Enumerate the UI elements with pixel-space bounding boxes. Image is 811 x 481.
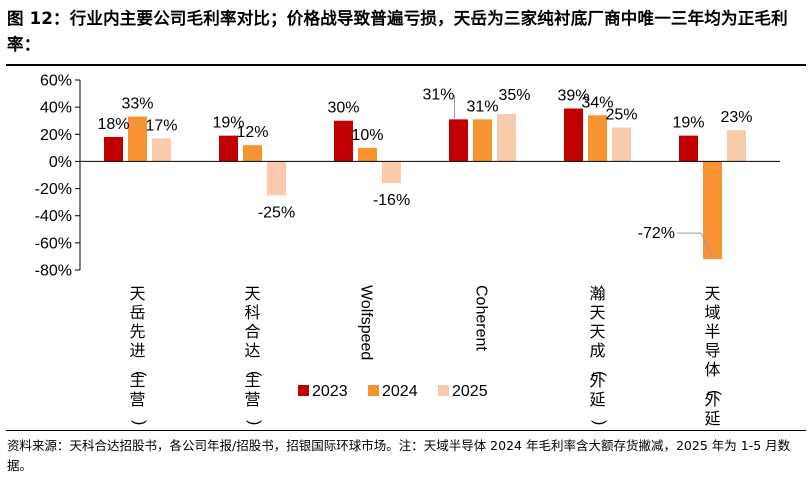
bar-2024-0 — [128, 116, 147, 162]
y-tick-label: 40% — [40, 100, 72, 117]
bar-2023-1 — [219, 135, 238, 162]
y-tick-label: -60% — [35, 235, 72, 252]
source-note: 资料来源：天科合达招股书，各公司年报/招股书，招银国际环球市场。注：天域半导体 … — [7, 438, 791, 473]
category-label-0: 天岳先进(主营) — [129, 286, 147, 425]
category-labels: 天岳先进(主营) 天科合达(主营) Wolfspeed Coherent 瀚天天成(外延… — [129, 285, 722, 430]
bar-2023-0 — [104, 137, 123, 162]
data-label-2023-1: 19% — [212, 115, 244, 132]
legend-label-2024: 2024 — [382, 383, 418, 400]
bar-2023-3 — [449, 119, 468, 162]
y-axis: 60% 40% 20% 0% -20% -40% -60% -80% — [35, 73, 81, 280]
data-label-2023-5: 19% — [672, 115, 704, 132]
leader-line — [700, 232, 713, 258]
bar-2025-1 — [267, 161, 286, 196]
category-label-2: Wolfspeed — [358, 285, 375, 360]
bar-2023-5 — [679, 135, 698, 162]
bar-marks — [104, 108, 746, 260]
category-label-5: 天域半导体(外延) — [704, 286, 722, 430]
y-tick-label: -20% — [35, 181, 72, 198]
bar-2024-3 — [473, 119, 492, 162]
category-label-4: 瀚天天成(外延) — [589, 285, 607, 425]
legend-label-2023: 2023 — [312, 383, 348, 400]
y-tick-label: 20% — [40, 127, 72, 144]
data-label-2024-2: 10% — [351, 127, 383, 144]
bar-2024-5 — [703, 161, 722, 260]
category-label-3: Coherent — [473, 285, 490, 351]
data-label-2023-2: 30% — [327, 100, 359, 117]
bar-2025-3 — [497, 113, 516, 162]
data-label-2024-0: 33% — [121, 96, 153, 113]
data-label-2024-1: 12% — [236, 124, 268, 141]
y-tick-label: 60% — [40, 73, 72, 90]
data-labels: 18%33%17% 19%12%-25%30%10%-16%31%31%35% 39… — [97, 86, 753, 258]
legend-label-2025: 2025 — [452, 383, 488, 400]
data-label-2025-5: 23% — [720, 109, 752, 126]
data-label-2025-1: -25% — [258, 204, 295, 221]
data-label-2023-0: 18% — [97, 116, 129, 133]
bar-2024-4 — [588, 115, 607, 162]
bar-2024-2 — [358, 147, 377, 162]
legend-swatch-2025 — [438, 385, 449, 396]
legend-swatch-2023 — [298, 385, 309, 396]
bar-2024-1 — [243, 145, 262, 162]
data-label-2025-4: 25% — [605, 107, 637, 124]
data-label-2024-3: 31% — [466, 98, 498, 115]
data-label-2023-3: 31% — [422, 86, 454, 103]
data-label-2025-0: 17% — [145, 117, 177, 134]
bar-2025-0 — [152, 138, 171, 162]
figure-title: 图 12：行业内主要公司毛利率对比；价格战导致普遍亏损，天岳为三家纯衬底厂商中唯… — [7, 9, 788, 54]
data-label-2024-5: -72% — [638, 225, 675, 242]
data-label-2024-4: 34% — [581, 94, 613, 111]
data-label-2023-4: 39% — [557, 88, 589, 105]
y-tick-label: 0% — [49, 154, 72, 171]
bar-chart: 60% 40% 20% 0% -20% -40% -60% -80% 18% 33% 17% 19%… — [35, 73, 780, 430]
bar-2023-2 — [334, 120, 353, 162]
bar-2025-2 — [382, 161, 401, 184]
title-rule — [6, 64, 806, 66]
bar-2025-4 — [612, 127, 631, 162]
data-label-2025-3: 35% — [498, 87, 530, 104]
bar-2023-4 — [564, 108, 583, 162]
bar-2025-5 — [727, 130, 746, 162]
legend: 2023 2024 2025 — [298, 383, 488, 400]
source-rule — [6, 430, 806, 431]
legend-swatch-2024 — [368, 385, 379, 396]
category-label-1: 天科合达(主营) — [244, 286, 262, 425]
y-tick-label: -80% — [35, 263, 72, 280]
data-label-2025-2: -16% — [373, 192, 410, 209]
y-tick-label: -40% — [35, 208, 72, 225]
